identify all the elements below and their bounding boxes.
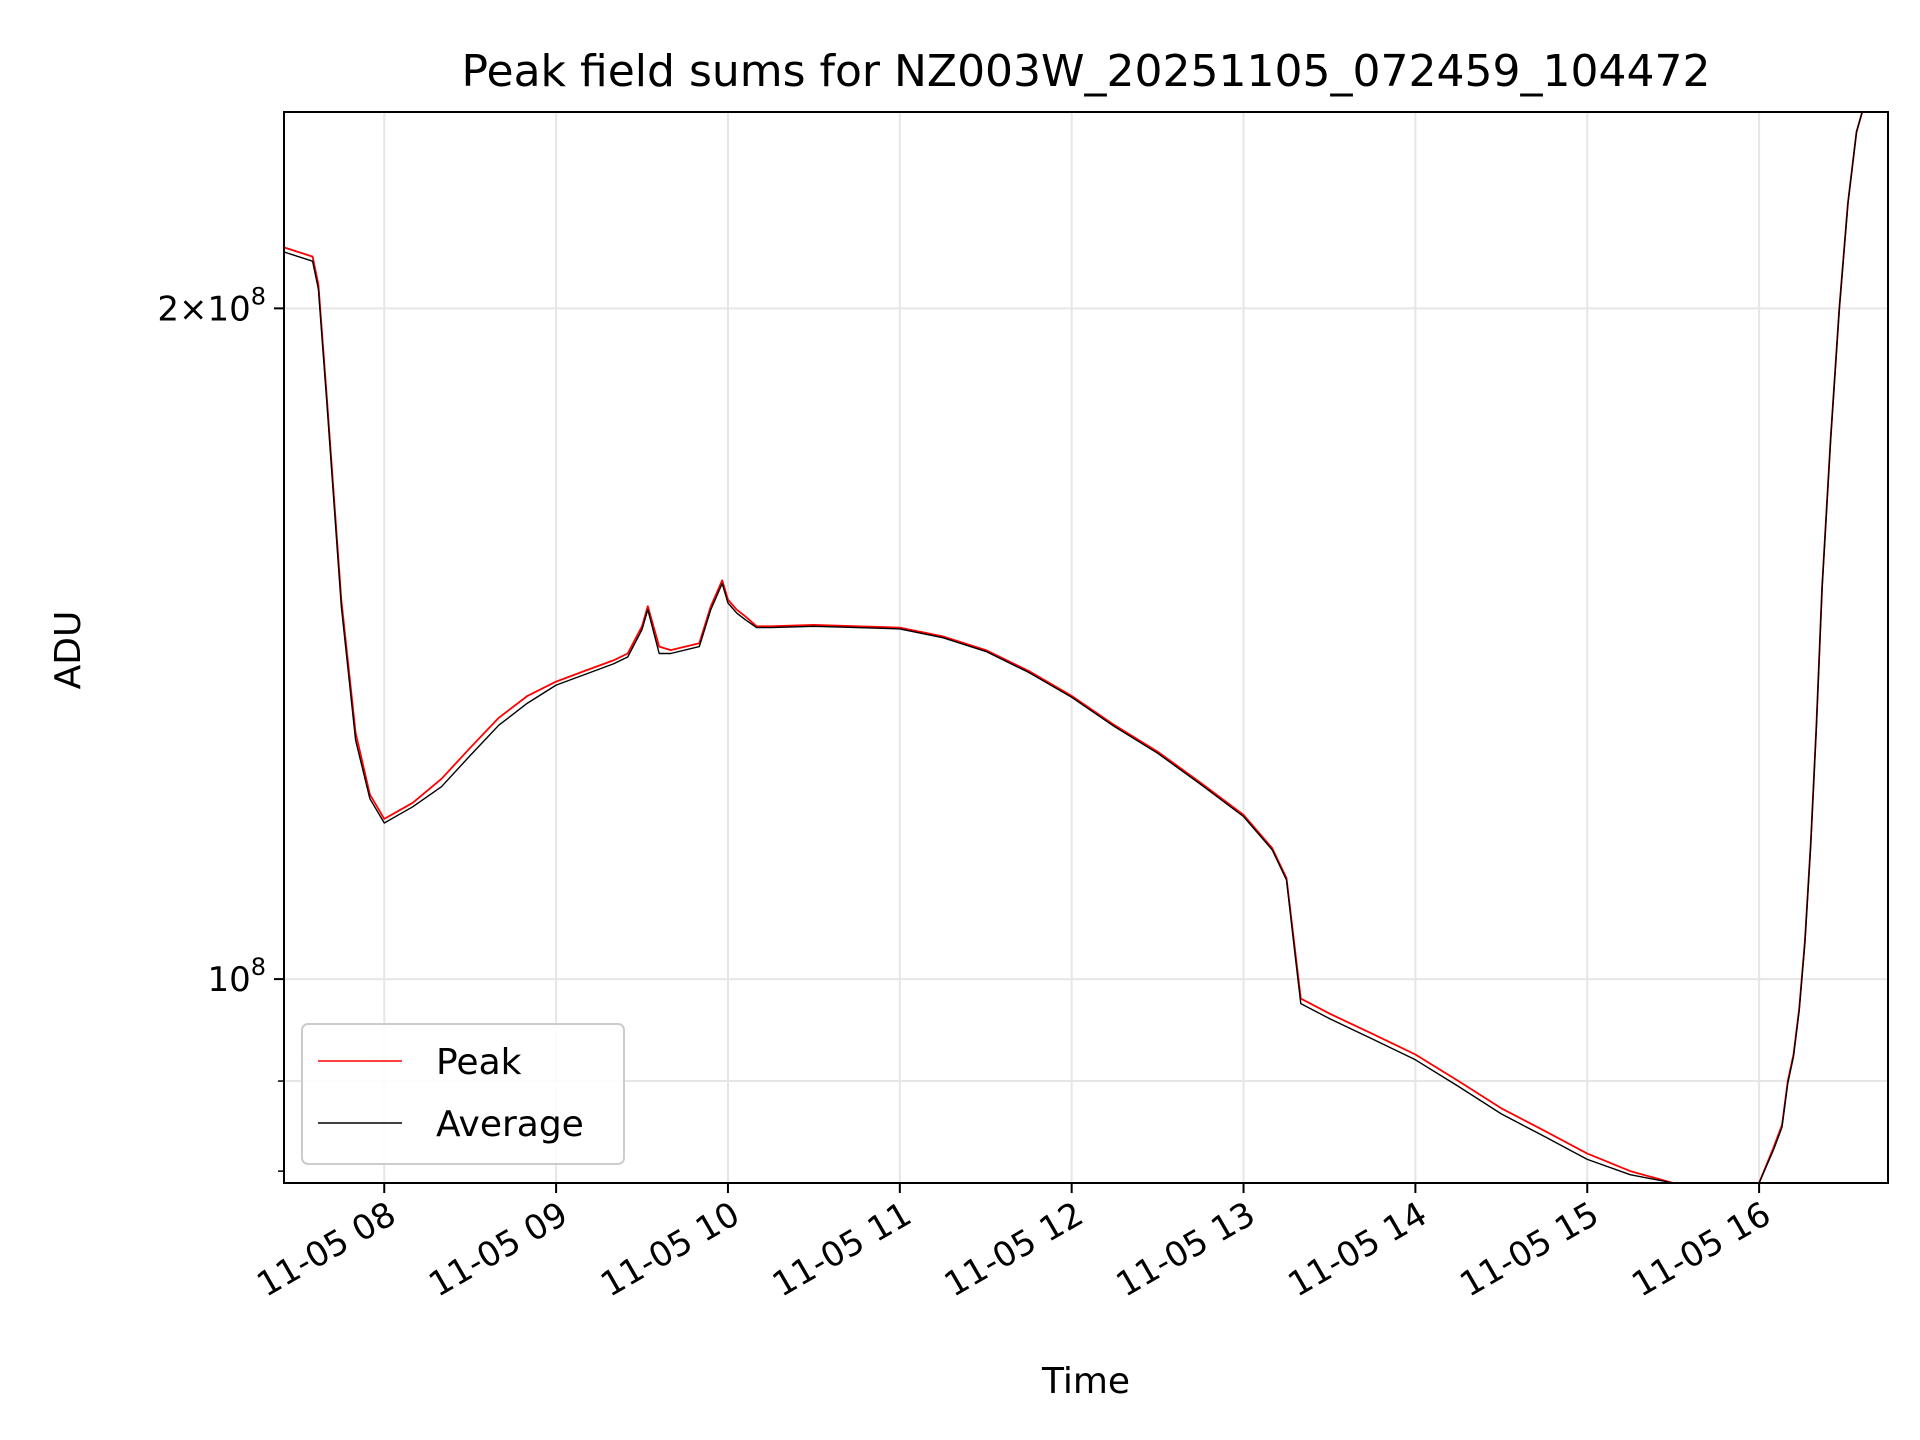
y-axis-label: ADU [48,611,89,690]
series-lines [283,111,1888,1184]
y-tick-label: 2×108 [157,282,266,329]
grid [284,112,1888,1183]
legend-box [301,1023,625,1165]
x-axis-label: Time [1041,1361,1130,1402]
y-tick-label: 108 [207,953,266,1000]
y-tick-base: 10 [207,289,250,329]
legend-label-peak: Peak [436,1042,522,1083]
y-tick-base: 10 [207,960,250,1000]
chart-title: Peak field sums for NZ003W_20251105_0724… [462,46,1711,97]
legend: Peak Average [301,1023,625,1165]
y-tick-times: × [179,289,208,329]
y-tick-exponent: 8 [251,953,266,981]
legend-label-average: Average [436,1104,584,1145]
y-tick-exponent: 8 [251,282,266,310]
y-tick-coef: 2 [157,289,179,329]
plot-frame [283,111,1889,1184]
series-line-average [283,111,1888,1184]
